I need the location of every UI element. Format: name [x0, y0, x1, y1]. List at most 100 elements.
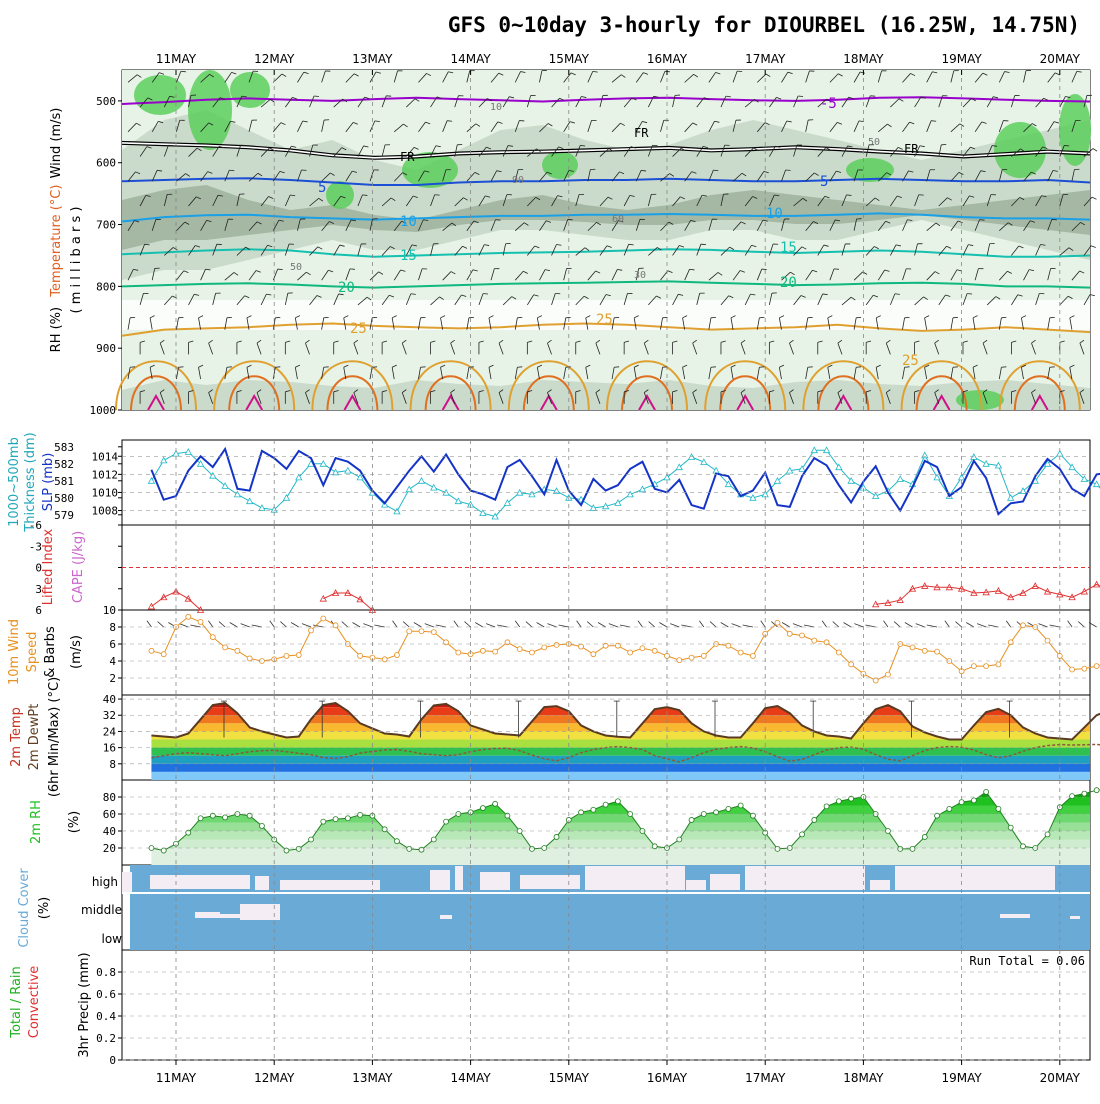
- wind10-barb: [782, 622, 790, 627]
- rh2m-point: [480, 806, 485, 811]
- isotherm-label-10b: 10: [766, 206, 783, 222]
- wind10-barb: [966, 622, 974, 627]
- cloud-gap-mid-5: [1070, 916, 1080, 919]
- rh2m-point: [836, 799, 841, 804]
- top-date-label-17MAY: 17MAY: [745, 52, 786, 66]
- slp-label: 1008: [92, 505, 119, 518]
- rh-label-90: 90: [512, 175, 524, 186]
- precip-label: 0.6: [96, 988, 116, 1001]
- wind10-barb: [681, 625, 691, 627]
- thickness-point: [345, 468, 351, 474]
- wind10-point: [223, 645, 228, 650]
- bottom-date-label-14MAY: 14MAY: [450, 1071, 491, 1085]
- wind10-barb: [955, 622, 961, 627]
- thickness-point: [161, 457, 167, 463]
- slp-label: 1012: [92, 468, 119, 481]
- wind10-point: [198, 619, 203, 624]
- top-date-label-15MAY: 15MAY: [549, 52, 590, 66]
- rh2m-point: [1070, 794, 1075, 799]
- thickness-point: [455, 498, 461, 504]
- rh-moist-area-4: [542, 151, 578, 179]
- top-date-label-19MAY: 19MAY: [941, 52, 982, 66]
- wind10-point: [689, 655, 694, 660]
- wind10-point: [885, 672, 890, 677]
- rh-moist-area-1: [134, 75, 186, 115]
- wind10-barb: [403, 622, 409, 627]
- wind10-point: [996, 662, 1001, 667]
- thickness-point: [148, 478, 154, 484]
- wind10-point: [456, 650, 461, 655]
- rh2m-axis-unit: (%): [67, 811, 82, 834]
- rh-moist-area-8: [326, 181, 354, 209]
- wind10-point: [935, 649, 940, 654]
- temp-band-8: [122, 756, 1090, 764]
- wind10-point: [309, 628, 314, 633]
- upper-wind-barb-flag: [629, 244, 634, 245]
- thickness-point: [615, 500, 621, 506]
- wind10-barb: [219, 622, 225, 627]
- rh2m-point: [947, 806, 952, 811]
- wind10-barb: [454, 621, 458, 627]
- cloud-level-low: low: [102, 932, 123, 946]
- upper-axis-rh-label: RH (%): [49, 307, 64, 352]
- wind10-barb: [436, 625, 446, 627]
- thickness-point: [394, 508, 400, 514]
- upper-axis-mb-label: ( m i l l i b a r s ): [69, 207, 84, 314]
- wind10-point: [579, 644, 584, 649]
- wind10-barb: [761, 621, 765, 627]
- bottom-date-label-19MAY: 19MAY: [941, 1071, 982, 1085]
- precip-label: 0.8: [96, 966, 116, 979]
- rh2m-point: [922, 834, 927, 839]
- wind10-barb: [486, 624, 495, 627]
- isotherm-label-20b: 20: [780, 275, 797, 291]
- cloud-gap-high-6: [480, 872, 510, 890]
- upper-wind-barb-flag: [580, 145, 585, 146]
- isotherm-label-minus5: -5: [820, 96, 837, 112]
- wind10-point: [665, 653, 670, 658]
- wind10-barb: [884, 621, 888, 627]
- temp2m-label: 24: [103, 725, 117, 738]
- thickness-point: [689, 454, 695, 460]
- pressure-label: 500: [96, 95, 116, 108]
- isotherm-label-fr-2: FR: [400, 150, 415, 164]
- rh2m-point: [910, 846, 915, 851]
- rh2m-point: [701, 812, 706, 817]
- wind10-barb: [158, 622, 164, 627]
- slp-axis-label: SLP (mb): [41, 453, 56, 512]
- wind10-barb: [464, 622, 470, 627]
- wind10-barb: [1006, 621, 1010, 627]
- rh-label-10: 10: [490, 102, 502, 113]
- wind10-point: [284, 653, 289, 658]
- upper-wind-barb-flag: [496, 220, 501, 221]
- upper-wind-barb-flag: [229, 170, 234, 171]
- isotherm-label-5b: 5: [820, 174, 828, 190]
- wind10-barb: [425, 624, 434, 627]
- isotherm-label-15a: 15: [400, 248, 417, 264]
- wind10-point: [431, 630, 436, 635]
- wind10-barb: [280, 622, 286, 627]
- thickness-point: [934, 474, 940, 480]
- wind10-label: 2: [109, 672, 116, 685]
- rh2m-label: 40: [103, 825, 116, 838]
- rh-bands: [122, 780, 1090, 866]
- thickness-label: 580: [54, 492, 74, 505]
- temp-band-12: [122, 748, 1090, 756]
- cloud-gap-mid-0: [195, 912, 220, 918]
- cloud-gap-high-8: [585, 866, 685, 890]
- precip-panel-frame: [122, 950, 1090, 1060]
- pressure-label: 1000: [90, 404, 117, 417]
- rh-band-90: [122, 780, 1090, 789]
- rh2m-point: [444, 819, 449, 824]
- rh2m-point: [738, 803, 743, 808]
- wind10-point: [321, 616, 326, 621]
- wind10-barb: [916, 624, 925, 627]
- thickness-label: 583: [54, 441, 74, 454]
- li-label: -3: [29, 540, 42, 553]
- cloud-axis-unit: (%): [37, 897, 52, 920]
- rh2m-point: [996, 806, 1001, 811]
- wind10-axis-label-4: (m/s): [69, 635, 84, 669]
- wind10-barb: [721, 622, 729, 627]
- wind10-point: [984, 664, 989, 669]
- wind10-barb: [894, 622, 900, 627]
